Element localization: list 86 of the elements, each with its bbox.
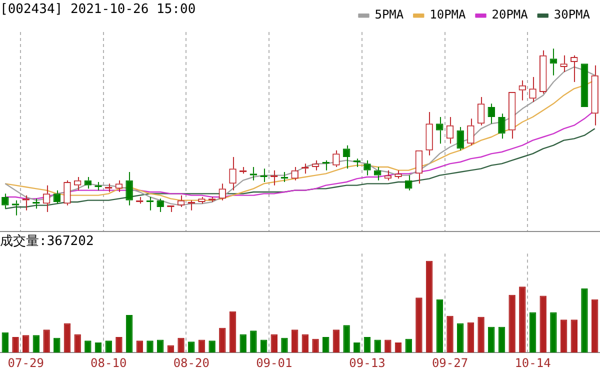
bar <box>116 337 122 353</box>
candlestick <box>508 92 516 140</box>
bar <box>529 312 536 353</box>
x-tick-label: 09-01 <box>256 356 292 370</box>
legend-label: 20PMA <box>492 8 529 22</box>
bar <box>570 320 578 353</box>
bar <box>2 332 9 353</box>
bar <box>343 325 350 353</box>
candlestick <box>560 54 568 72</box>
bar <box>478 316 484 353</box>
x-tick-label: 10-14 <box>514 356 551 370</box>
bar <box>384 340 392 353</box>
bar <box>208 340 216 353</box>
bar <box>281 338 288 353</box>
bar <box>64 323 71 353</box>
legend-label: 5PMA <box>374 8 404 22</box>
bar <box>322 337 330 353</box>
bar <box>560 320 568 353</box>
candlestick <box>477 96 485 126</box>
x-tick-label: 07-29 <box>8 356 44 370</box>
x-tick-label: 08-20 <box>173 356 210 370</box>
candlestick <box>364 160 371 176</box>
bar <box>446 316 454 353</box>
bar <box>467 322 474 353</box>
bar <box>229 311 236 353</box>
candlestick <box>394 170 402 180</box>
bar <box>156 340 164 353</box>
bar <box>240 334 246 353</box>
bar <box>22 335 30 353</box>
bar <box>126 315 133 353</box>
candlestick <box>456 126 464 151</box>
bar <box>426 260 433 353</box>
bar <box>250 330 257 353</box>
bar <box>332 330 340 353</box>
candlestick <box>446 116 454 144</box>
bar <box>374 340 381 353</box>
bar <box>270 334 278 353</box>
bar <box>405 338 412 353</box>
candlestick <box>498 113 506 140</box>
candlestick <box>312 160 320 171</box>
bar <box>508 294 516 353</box>
bar <box>291 330 298 353</box>
bar <box>54 338 60 353</box>
bar <box>581 288 588 353</box>
bar <box>498 326 506 353</box>
bar <box>43 330 50 353</box>
bar <box>456 323 464 353</box>
candlestick <box>374 166 382 181</box>
bar <box>550 312 557 353</box>
candlestick <box>467 118 474 146</box>
candlestick <box>84 176 92 190</box>
bar <box>519 286 526 353</box>
bar <box>488 326 495 353</box>
candlestick <box>126 172 133 206</box>
bar <box>312 338 319 353</box>
bar <box>260 340 268 353</box>
bar <box>84 340 92 353</box>
bar <box>302 334 309 353</box>
x-tick-label: 09-13 <box>349 356 386 370</box>
chart-title: [002434] 2021-10-26 15:00 <box>0 2 196 18</box>
bar <box>178 338 184 353</box>
bar <box>416 298 422 353</box>
x-tick-label: 08-10 <box>90 356 127 370</box>
bar <box>12 337 19 353</box>
candlestick <box>426 112 433 156</box>
legend-label: 10PMA <box>430 8 467 22</box>
candlestick <box>198 196 206 204</box>
candlestick <box>229 156 236 191</box>
bar <box>146 340 154 353</box>
legend-label: 30PMA <box>554 8 591 22</box>
candlestick <box>64 180 71 206</box>
bar <box>198 340 206 353</box>
bar <box>136 340 144 353</box>
bar <box>364 337 371 353</box>
bar <box>540 296 546 353</box>
x-tick-label: 09-27 <box>432 356 468 370</box>
bar <box>219 328 226 353</box>
candlestick <box>550 48 558 76</box>
bar <box>591 299 598 353</box>
candlestick <box>115 180 123 192</box>
candlestick <box>539 50 547 94</box>
chart-title: 成交量:367202 <box>0 233 94 250</box>
bar <box>436 299 444 353</box>
bar <box>105 340 112 353</box>
bar <box>32 335 40 353</box>
bar <box>74 334 81 353</box>
